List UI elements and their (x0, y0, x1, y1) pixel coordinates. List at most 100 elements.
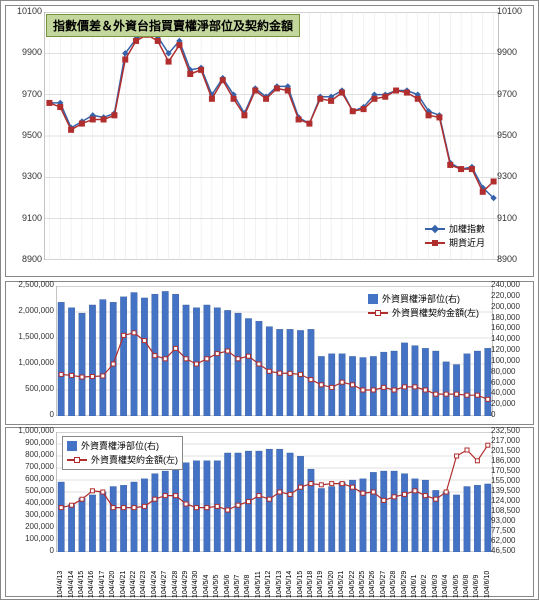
y-right-tick: 77,500 (491, 527, 531, 535)
x-tick-label: 104/5/13 (276, 571, 283, 598)
y-left-tick: 1,000,000 (8, 359, 54, 367)
y-right-tick: 160,000 (491, 324, 531, 332)
y-left-tick: 0 (8, 547, 54, 555)
y-right-tick: 200,000 (491, 303, 531, 311)
y-left-tick: 9300 (8, 172, 42, 181)
x-tick-label: 104/5/27 (380, 571, 387, 598)
y-right-tick: 240,000 (491, 281, 531, 289)
y-right-tick: 46,500 (491, 547, 531, 555)
y-left-tick: 300,000 (8, 511, 54, 519)
y-right-tick: 220,000 (491, 292, 531, 300)
x-tick-label: 104/6/3 (432, 575, 439, 598)
x-tick-label: 104/4/20 (109, 571, 116, 598)
x-tick-label: 104/5/7 (234, 575, 241, 598)
x-tick-label: 104/4/24 (151, 571, 158, 598)
x-tick-label: 104/6/10 (484, 571, 491, 598)
chart1-legend: 加權指數期貨近月 (421, 220, 489, 252)
x-tick-label: 104/6/2 (421, 575, 428, 598)
y-left-tick: 800,000 (8, 451, 54, 459)
y-left-tick: 9500 (8, 131, 42, 140)
panel2: 0 500,000 1,000,000 1,500,000 2,000,000 2,500… (5, 281, 534, 425)
y-left-tick: 100,000 (8, 535, 54, 543)
x-tick-label: 104/4/27 (161, 571, 168, 598)
y-right-tick: 0 (491, 411, 531, 419)
x-tick-label: 104/5/12 (265, 571, 272, 598)
x-tick-label: 104/5/21 (338, 571, 345, 598)
x-tick-label: 104/5/8 (244, 575, 251, 598)
y-right-tick: 120,000 (491, 346, 531, 354)
panel3: 0100,000200,000300,000400,000500,000600,… (5, 427, 534, 597)
x-tick-label: 104/5/6 (224, 575, 231, 598)
y-left-tick: 2,000,000 (8, 307, 54, 315)
legend-label: 加權指數 (449, 222, 485, 236)
x-tick-label: 104/4/14 (68, 571, 75, 598)
y-right-tick: 139,500 (491, 487, 531, 495)
y-left-tick: 10100 (8, 7, 42, 16)
x-tick-label: 104/5/15 (297, 571, 304, 598)
y-right-tick: 217,000 (491, 437, 531, 445)
x-tick-label: 104/4/17 (99, 571, 106, 598)
y-right-tick: 62,000 (491, 537, 531, 545)
x-tick-label: 104/4/13 (57, 571, 64, 598)
x-tick-label: 104/5/4 (203, 575, 210, 598)
y-right-tick: 9100 (497, 214, 531, 223)
y-left-tick: 1,500,000 (8, 333, 54, 341)
x-tick-label: 104/5/25 (359, 571, 366, 598)
y-right-tick: 155,000 (491, 477, 531, 485)
x-tick-label: 104/4/29 (182, 571, 189, 598)
y-right-tick: 9300 (497, 172, 531, 181)
x-tick-label: 104/6/8 (463, 575, 470, 598)
y-left-tick: 200,000 (8, 523, 54, 531)
y-right-tick: 232,500 (491, 427, 531, 435)
legend-label: 外資賣權契約金額(左) (91, 453, 178, 467)
y-left-tick: 900,000 (8, 439, 54, 447)
y-right-tick: 140,000 (491, 335, 531, 343)
x-tick-label: 104/5/18 (307, 571, 314, 598)
y-right-tick: 124,000 (491, 497, 531, 505)
x-tick-label: 104/6/5 (453, 575, 460, 598)
x-tick-label: 104/5/29 (401, 571, 408, 598)
y-right-tick: 20,000 (491, 400, 531, 408)
y-right-tick: 201,500 (491, 447, 531, 455)
y-left-tick: 500,000 (8, 487, 54, 495)
x-tick-label: 104/4/23 (140, 571, 147, 598)
panel1: 8900890091009100930093009500950097009700… (5, 5, 534, 277)
legend-label: 外資賣權淨部位(右) (81, 439, 159, 453)
x-tick-label: 104/5/11 (255, 571, 262, 598)
y-left-tick: 1,000,000 (8, 427, 54, 435)
y-left-tick: 2,500,000 (8, 281, 54, 289)
y-right-tick: 9900 (497, 48, 531, 57)
y-left-tick: 8900 (8, 255, 42, 264)
y-right-tick: 8900 (497, 255, 531, 264)
y-right-tick: 9700 (497, 90, 531, 99)
x-tick-label: 104/5/20 (328, 571, 335, 598)
y-left-tick: 700,000 (8, 463, 54, 471)
y-right-tick: 40,000 (491, 389, 531, 397)
x-tick-label: 104/4/15 (78, 571, 85, 598)
y-right-tick: 186,000 (491, 457, 531, 465)
x-tick-label: 104/5/19 (317, 571, 324, 598)
x-tick-label: 104/6/1 (411, 575, 418, 598)
x-tick-label: 104/4/22 (130, 571, 137, 598)
y-right-tick: 93,000 (491, 517, 531, 525)
y-right-tick: 180,000 (491, 314, 531, 322)
legend-label: 期貨近月 (449, 236, 485, 250)
y-right-tick: 10100 (497, 7, 531, 16)
x-tick-label: 104/6/9 (473, 575, 480, 598)
legend-label: 外資買權契約金額(左) (392, 306, 479, 320)
x-tick-label: 104/4/28 (172, 571, 179, 598)
x-tick-label: 104/5/26 (369, 571, 376, 598)
y-right-tick: 108,500 (491, 507, 531, 515)
y-right-tick: 9500 (497, 131, 531, 140)
y-right-tick: 170,500 (491, 467, 531, 475)
x-tick-label: 104/4/21 (120, 571, 127, 598)
x-tick-label: 104/5/5 (213, 575, 220, 598)
x-tick-label: 104/4/16 (88, 571, 95, 598)
x-tick-label: 104/5/14 (286, 571, 293, 598)
y-right-tick: 60,000 (491, 379, 531, 387)
x-axis: 104/4/13 104/4/14104/4/15104/4/16 104/4/17… (56, 554, 493, 598)
x-tick-label: 104/5/28 (390, 571, 397, 598)
legend-label: 外資買權淨部位(右) (382, 292, 460, 306)
y-left-tick: 9900 (8, 48, 42, 57)
y-left-tick: 500,000 (8, 385, 54, 393)
